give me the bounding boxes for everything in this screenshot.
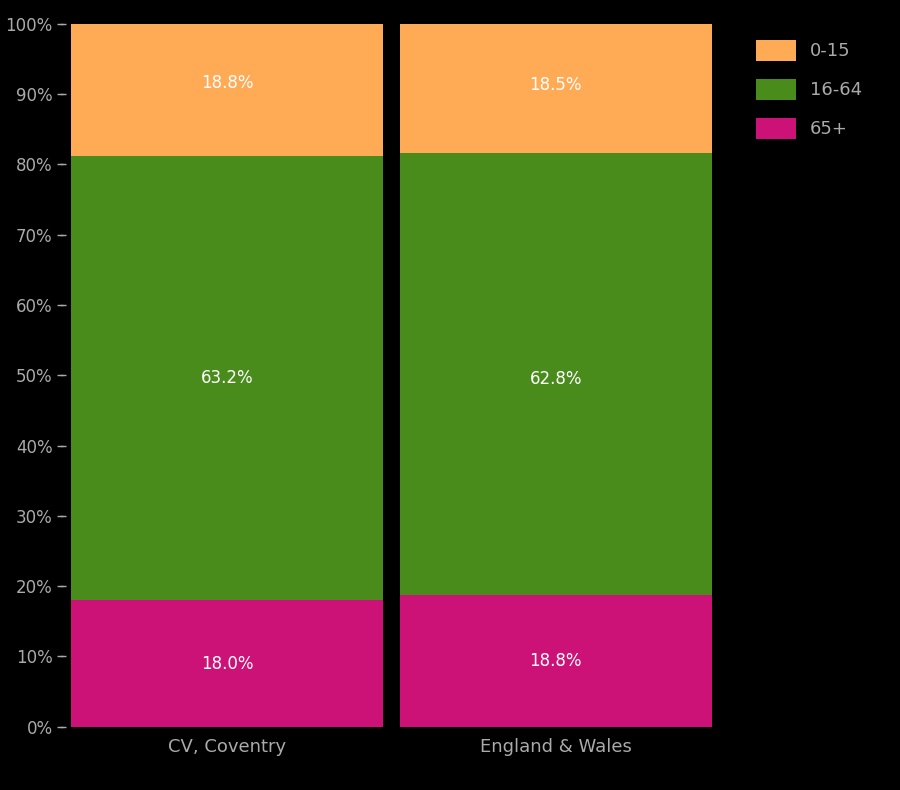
Bar <box>71 24 383 156</box>
Bar <box>71 156 383 600</box>
Bar <box>400 595 712 727</box>
Bar <box>71 600 383 727</box>
Text: 18.8%: 18.8% <box>201 73 254 92</box>
Text: 18.5%: 18.5% <box>529 76 582 94</box>
Text: 62.8%: 62.8% <box>529 371 582 389</box>
Text: 63.2%: 63.2% <box>201 369 254 387</box>
Text: 18.0%: 18.0% <box>201 655 254 672</box>
Text: 18.8%: 18.8% <box>529 652 582 670</box>
Bar <box>400 23 712 153</box>
Bar <box>400 153 712 595</box>
Legend: 0-15, 16-64, 65+: 0-15, 16-64, 65+ <box>749 32 869 146</box>
